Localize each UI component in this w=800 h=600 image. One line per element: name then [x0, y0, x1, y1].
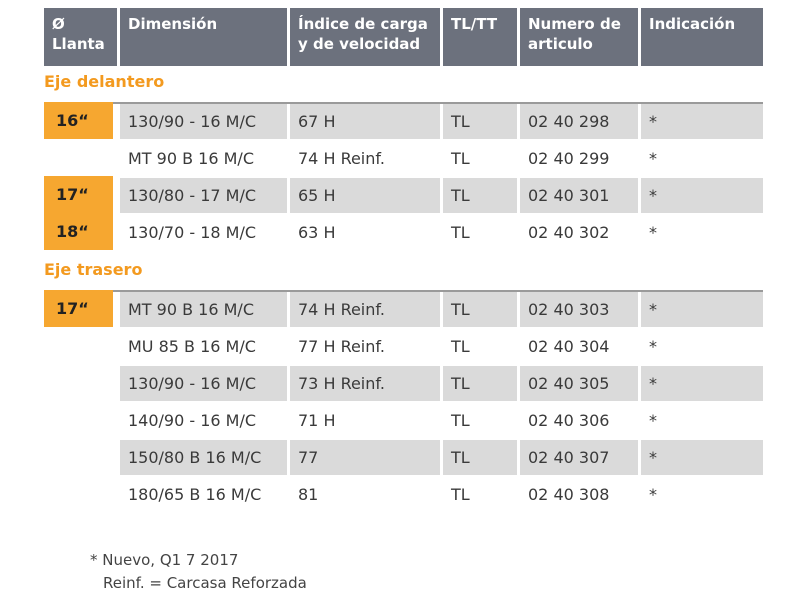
- cell: 02 40 301: [520, 178, 638, 213]
- cell: MU 85 B 16 M/C: [128, 337, 256, 356]
- cell: *: [649, 149, 657, 168]
- cell: *: [649, 223, 657, 242]
- section-line: [44, 290, 763, 292]
- header-cell: Ø Llanta: [44, 8, 117, 66]
- cell: 130/70 - 18 M/C: [128, 223, 257, 242]
- cell: 74 H Reinf.: [298, 149, 385, 168]
- section-title: Eje delantero: [44, 72, 165, 91]
- cell: *: [641, 292, 763, 327]
- cell: TL: [443, 292, 517, 327]
- cell: 130/90 - 16 M/C: [120, 104, 287, 139]
- header-text: Índice de carga: [298, 15, 428, 33]
- cell: MT 90 B 16 M/C: [128, 149, 254, 168]
- cell: *: [641, 178, 763, 213]
- header-text: Dimensión: [128, 15, 218, 33]
- header-text: Numero de: [528, 15, 621, 33]
- header-text: Ø: [52, 15, 65, 33]
- cell: 73 H Reinf.: [290, 366, 440, 401]
- cell: 02 40 302: [528, 223, 610, 242]
- rim-label: 17“: [56, 299, 89, 318]
- cell: *: [649, 411, 657, 430]
- section-line: [44, 102, 763, 104]
- cell: 140/90 - 16 M/C: [128, 411, 257, 430]
- header-text: y de velocidad: [298, 35, 421, 53]
- cell: 02 40 304: [528, 337, 610, 356]
- header-cell: TL/TT: [443, 8, 517, 66]
- cell: *: [649, 337, 657, 356]
- header-cell: Numero de articulo: [520, 8, 638, 66]
- cell: 74 H Reinf.: [290, 292, 440, 327]
- cell: TL: [443, 440, 517, 475]
- cell: 02 40 306: [528, 411, 610, 430]
- cell: MT 90 B 16 M/C: [120, 292, 287, 327]
- cell: 63 H: [298, 223, 336, 242]
- cell: TL: [451, 411, 470, 430]
- cell: *: [641, 440, 763, 475]
- rim-label: 16“: [56, 111, 89, 130]
- cell: 180/65 B 16 M/C: [128, 485, 262, 504]
- cell: TL: [443, 366, 517, 401]
- cell: *: [649, 485, 657, 504]
- cell: 02 40 307: [520, 440, 638, 475]
- header-text: articulo: [528, 35, 593, 53]
- cell: 02 40 299: [528, 149, 610, 168]
- cell: TL: [451, 337, 470, 356]
- header-text: Indicación: [649, 15, 736, 33]
- rim-block: [44, 290, 113, 327]
- cell: TL: [443, 104, 517, 139]
- cell: 02 40 298: [520, 104, 638, 139]
- cell: 81: [298, 485, 319, 504]
- rim-label: 17“: [56, 185, 89, 204]
- header-text: Llanta: [52, 35, 105, 53]
- cell: 71 H: [298, 411, 336, 430]
- footnote: Reinf. = Carcasa Reforzada: [103, 574, 307, 592]
- cell: 77: [290, 440, 440, 475]
- cell: 77 H Reinf.: [298, 337, 385, 356]
- rim-label: 18“: [56, 222, 89, 241]
- rim-block: [44, 176, 113, 250]
- cell: *: [641, 366, 763, 401]
- footnote: * Nuevo, Q1 7 2017: [90, 551, 239, 569]
- cell: 130/80 - 17 M/C: [120, 178, 287, 213]
- header-cell: Indicación: [641, 8, 763, 66]
- cell: 150/80 B 16 M/C: [120, 440, 287, 475]
- header-cell: Índice de carga y de velocidad: [290, 8, 440, 66]
- cell: 65 H: [290, 178, 440, 213]
- cell: TL: [451, 485, 470, 504]
- cell: TL: [451, 149, 470, 168]
- section-title: Eje trasero: [44, 260, 143, 279]
- cell: 02 40 303: [520, 292, 638, 327]
- cell: 02 40 308: [528, 485, 610, 504]
- cell: 02 40 305: [520, 366, 638, 401]
- cell: 67 H: [290, 104, 440, 139]
- rim-block: [44, 102, 113, 139]
- cell: *: [641, 104, 763, 139]
- cell: TL: [443, 178, 517, 213]
- cell: TL: [451, 223, 470, 242]
- header-text: TL/TT: [451, 15, 498, 33]
- header-cell: Dimensión: [120, 8, 287, 66]
- cell: 130/90 - 16 M/C: [120, 366, 287, 401]
